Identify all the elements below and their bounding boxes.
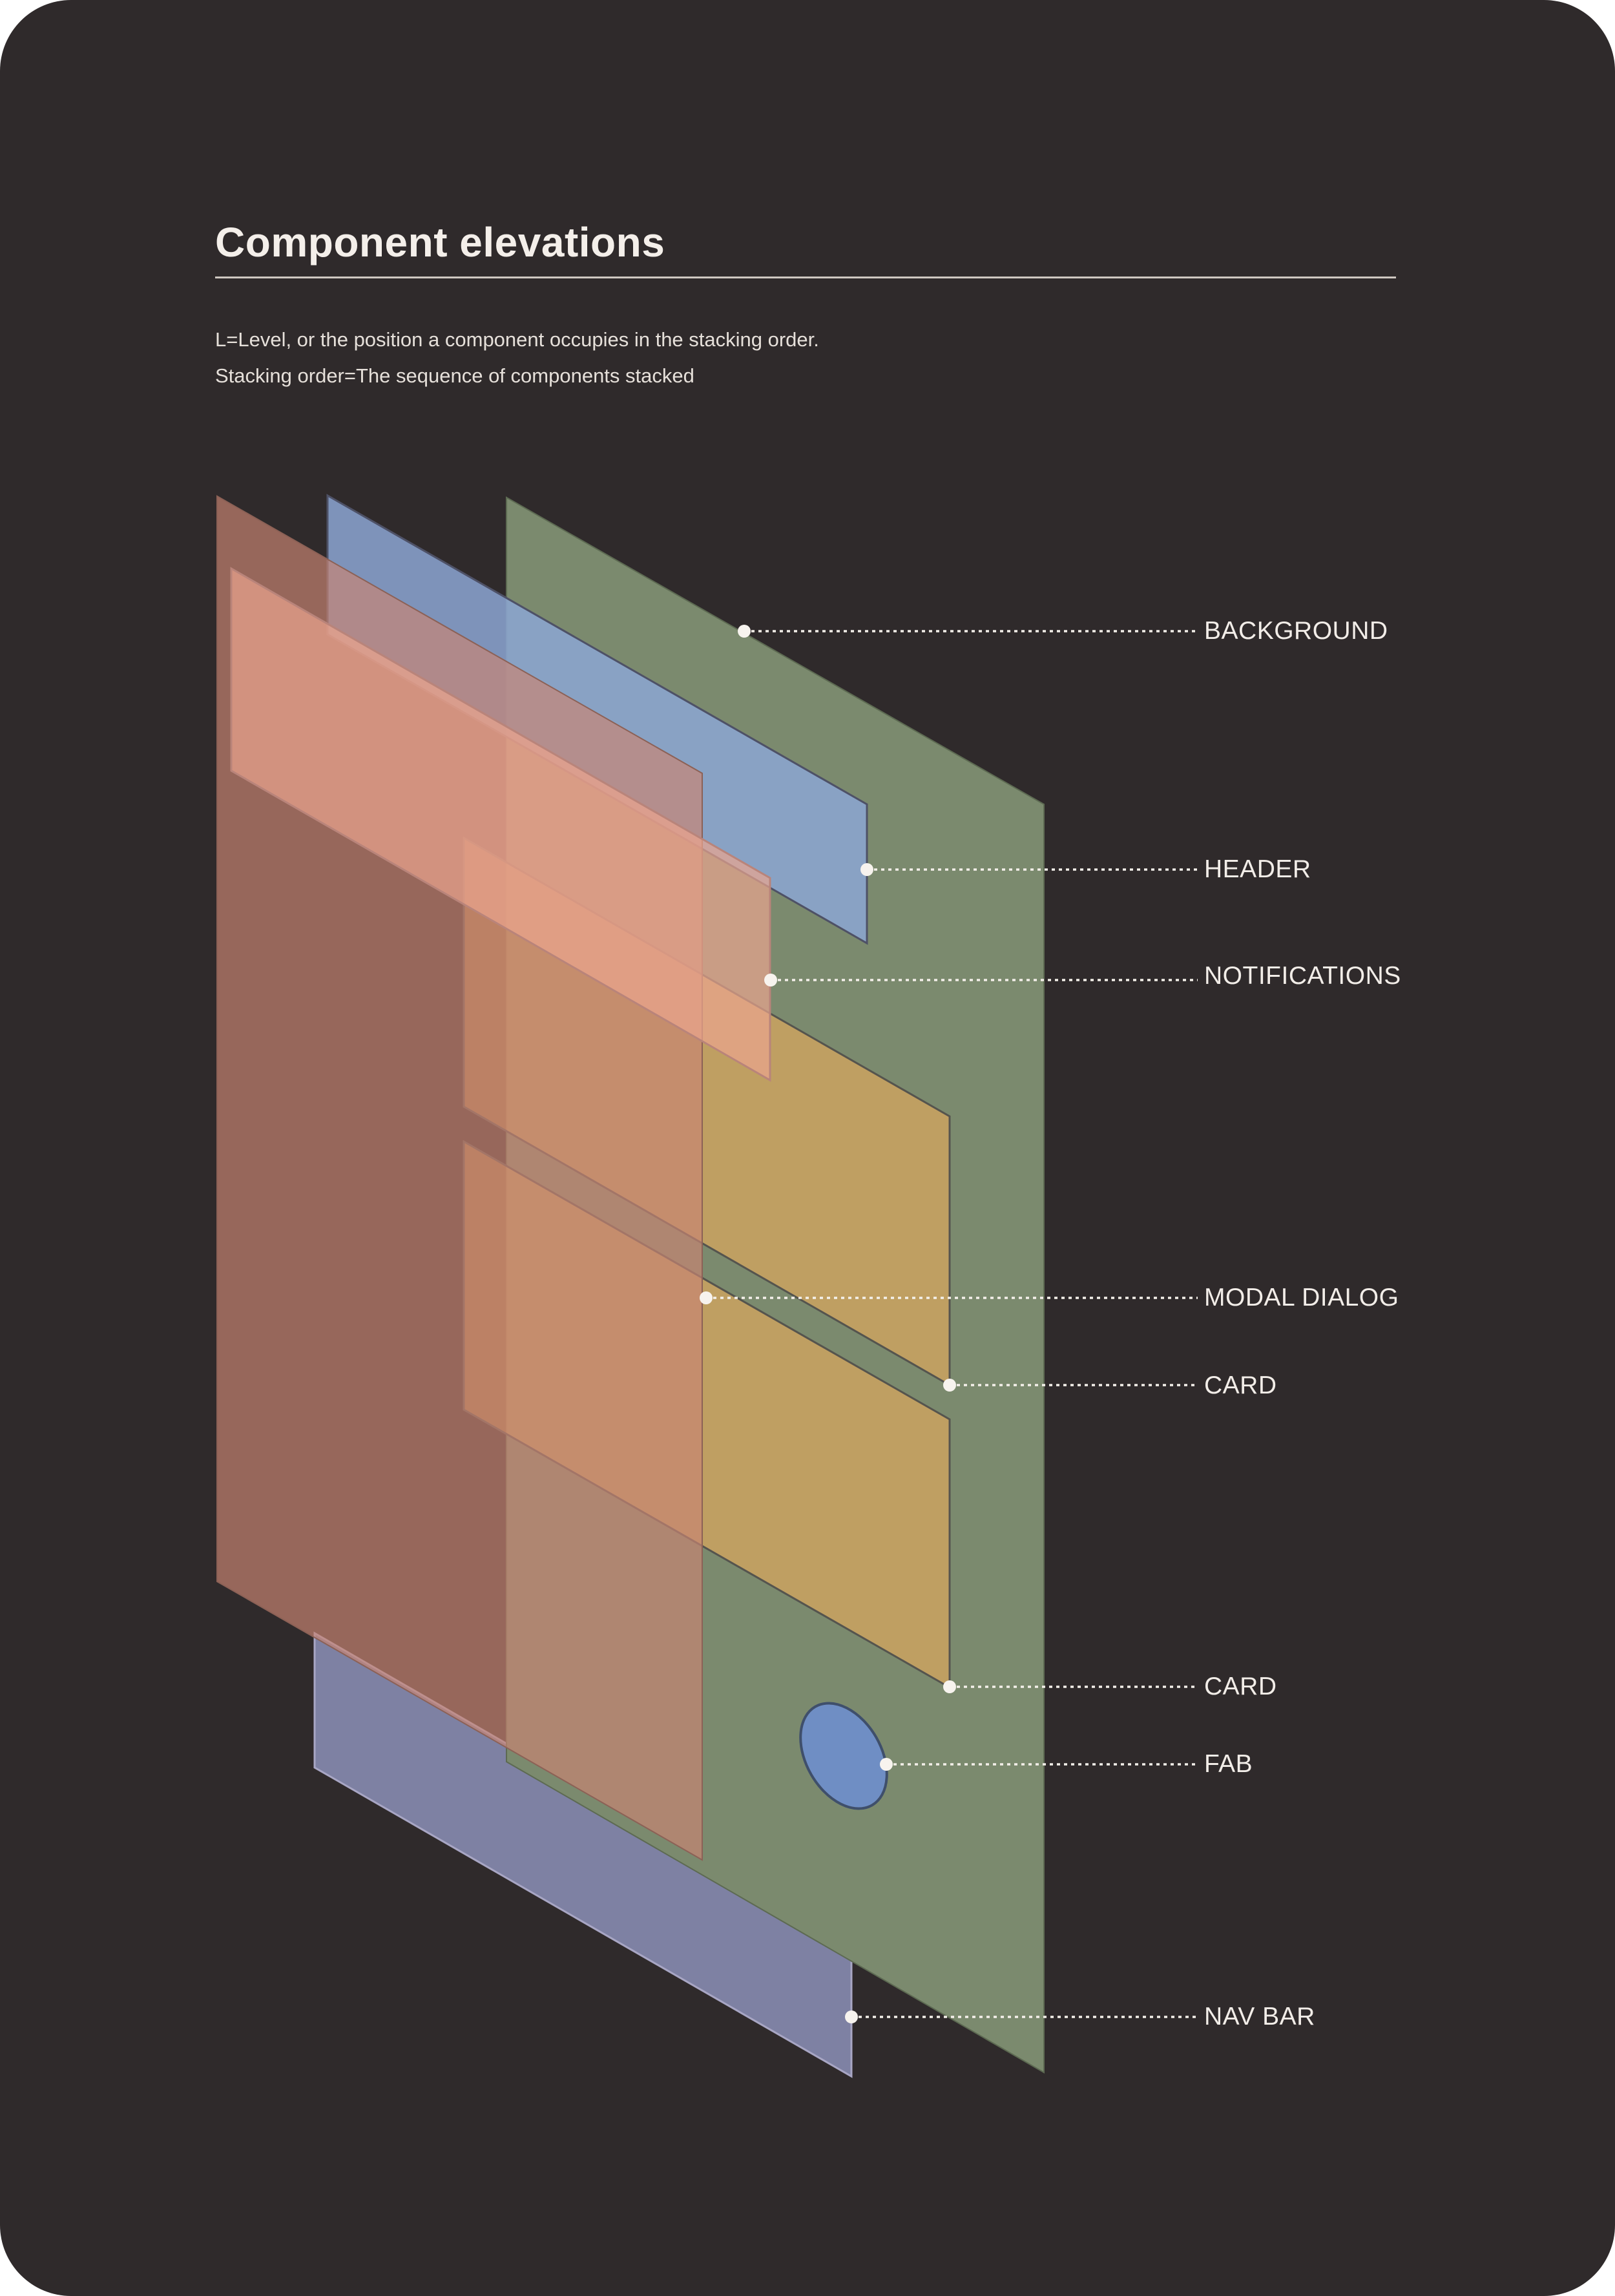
leader-lines <box>706 630 1198 2018</box>
label-header: HEADER <box>1204 855 1311 883</box>
label-card-2: CARD <box>1204 1673 1277 1700</box>
label-nav-bar: NAV BAR <box>1204 2003 1315 2030</box>
label-card-1: CARD <box>1204 1372 1277 1399</box>
title-divider <box>215 277 1396 278</box>
description-stacking-order: Stacking order=The sequence of component… <box>215 364 694 387</box>
label-background: BACKGROUND <box>1204 617 1388 645</box>
anchor-dot-nav-bar <box>845 2010 858 2023</box>
anchor-dot-notifications <box>764 974 777 986</box>
label-notifications: NOTIFICATIONS <box>1204 962 1401 990</box>
anchor-dot-background <box>738 625 751 638</box>
anchor-dot-modal-dialog <box>700 1291 713 1304</box>
anchor-dot-card-1 <box>943 1379 956 1392</box>
page-title: Component elevations <box>215 219 665 266</box>
label-fab: FAB <box>1204 1750 1253 1778</box>
label-modal-dialog: MODAL DIALOG <box>1204 1284 1399 1311</box>
leader-dots <box>700 625 956 2023</box>
fab-layer <box>799 1702 888 1810</box>
anchor-dot-fab <box>880 1758 893 1771</box>
description-level: L=Level, or the position a component occ… <box>215 328 819 351</box>
anchor-dot-card-2 <box>943 1680 956 1693</box>
anchor-dot-header <box>860 863 873 876</box>
notifications-layer <box>230 567 771 1082</box>
